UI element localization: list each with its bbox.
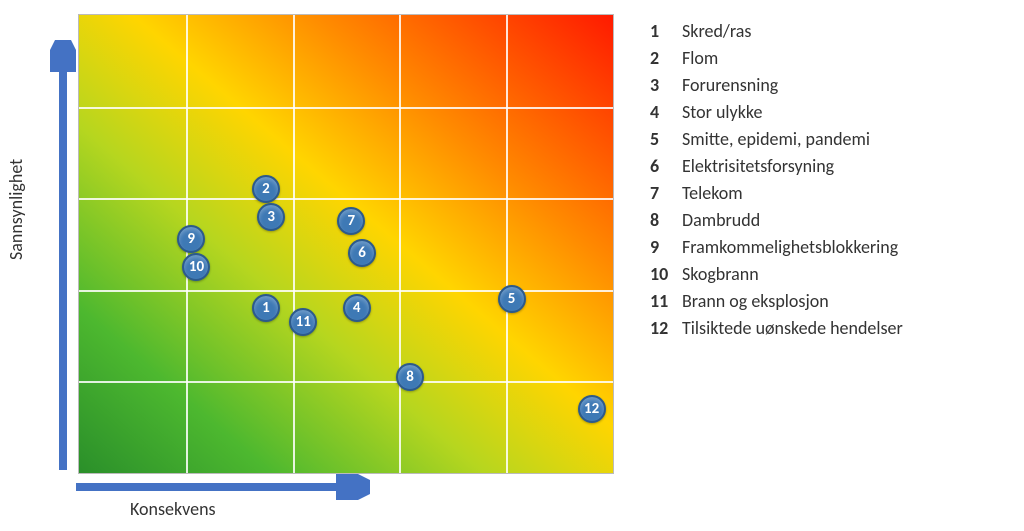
legend-number: 11 [650, 288, 674, 315]
risk-marker-6: 6 [348, 239, 376, 267]
legend-row: 2 Flom [650, 45, 903, 72]
heatmap-gradient [79, 15, 613, 473]
gridline-horizontal [79, 107, 613, 109]
legend-label: Framkommelighetsblokkering [682, 234, 898, 261]
legend-label: Dambrudd [682, 207, 760, 234]
legend-label: Telekom [682, 180, 743, 207]
gridline-horizontal [79, 381, 613, 383]
gridline-horizontal [79, 198, 613, 200]
legend-number: 1 [650, 18, 674, 45]
legend-number: 7 [650, 180, 674, 207]
legend-number: 4 [650, 99, 674, 126]
legend-row: 5 Smitte, epidemi, pandemi [650, 126, 903, 153]
legend-number: 9 [650, 234, 674, 261]
legend-number: 3 [650, 72, 674, 99]
y-axis-label: Sannsynlighet [5, 159, 27, 260]
risk-marker-9: 9 [177, 225, 205, 253]
risk-marker-12: 12 [578, 395, 606, 423]
risk-marker-2: 2 [252, 175, 280, 203]
legend-label: Tilsiktede uønskede hendelser [682, 315, 903, 342]
legend-row: 1 Skred/ras [650, 18, 903, 45]
legend-row: 8 Dambrudd [650, 207, 903, 234]
legend-number: 6 [650, 153, 674, 180]
legend-row: 6 Elektrisitetsforsyning [650, 153, 903, 180]
legend-label: Skogbrann [682, 261, 759, 288]
risk-marker-3: 3 [257, 203, 285, 231]
risk-marker-1: 1 [252, 294, 280, 322]
risk-marker-8: 8 [396, 363, 424, 391]
legend-row: 4 Stor ulykke [650, 99, 903, 126]
legend-number: 12 [650, 315, 674, 342]
legend-number: 2 [650, 45, 674, 72]
risk-marker-5: 5 [498, 285, 526, 313]
legend-number: 10 [650, 261, 674, 288]
legend-label: Flom [682, 45, 718, 72]
risk-marker-11: 11 [289, 308, 317, 336]
x-axis-label: Konsekvens [130, 498, 216, 520]
legend-label: Skred/ras [682, 18, 751, 45]
legend-row: 3 Forurensning [650, 72, 903, 99]
gridline-vertical [506, 15, 508, 473]
chart-area: Sannsynlighet Konsekvens [10, 10, 630, 520]
gridline-horizontal [79, 290, 613, 292]
risk-marker-10: 10 [182, 253, 210, 281]
legend-row: 7 Telekom [650, 180, 903, 207]
legend-row: 9 Framkommelighetsblokkering [650, 234, 903, 261]
x-axis-arrow [70, 474, 370, 500]
legend-label: Smitte, epidemi, pandemi [682, 126, 870, 153]
legend-label: Elektrisitetsforsyning [682, 153, 834, 180]
legend-row: 11 Brann og eksplosjon [650, 288, 903, 315]
legend-label: Stor ulykke [682, 99, 762, 126]
gridline-vertical [293, 15, 295, 473]
legend-number: 5 [650, 126, 674, 153]
legend: 1 Skred/ras 2 Flom 3 Forurensning 4 Stor ulykke… [650, 10, 903, 520]
legend-label: Brann og eksplosjon [682, 288, 829, 315]
legend-label: Forurensning [682, 72, 778, 99]
y-axis-arrow [50, 40, 76, 480]
legend-number: 8 [650, 207, 674, 234]
legend-row: 10 Skogbrann [650, 261, 903, 288]
risk-matrix-plot: 123456789101112 [78, 14, 614, 474]
legend-row: 12 Tilsiktede uønskede hendelser [650, 315, 903, 342]
risk-marker-4: 4 [343, 294, 371, 322]
risk-matrix-container: Sannsynlighet Konsekvens [10, 10, 1014, 520]
gridline-vertical [399, 15, 401, 473]
risk-marker-7: 7 [337, 207, 365, 235]
